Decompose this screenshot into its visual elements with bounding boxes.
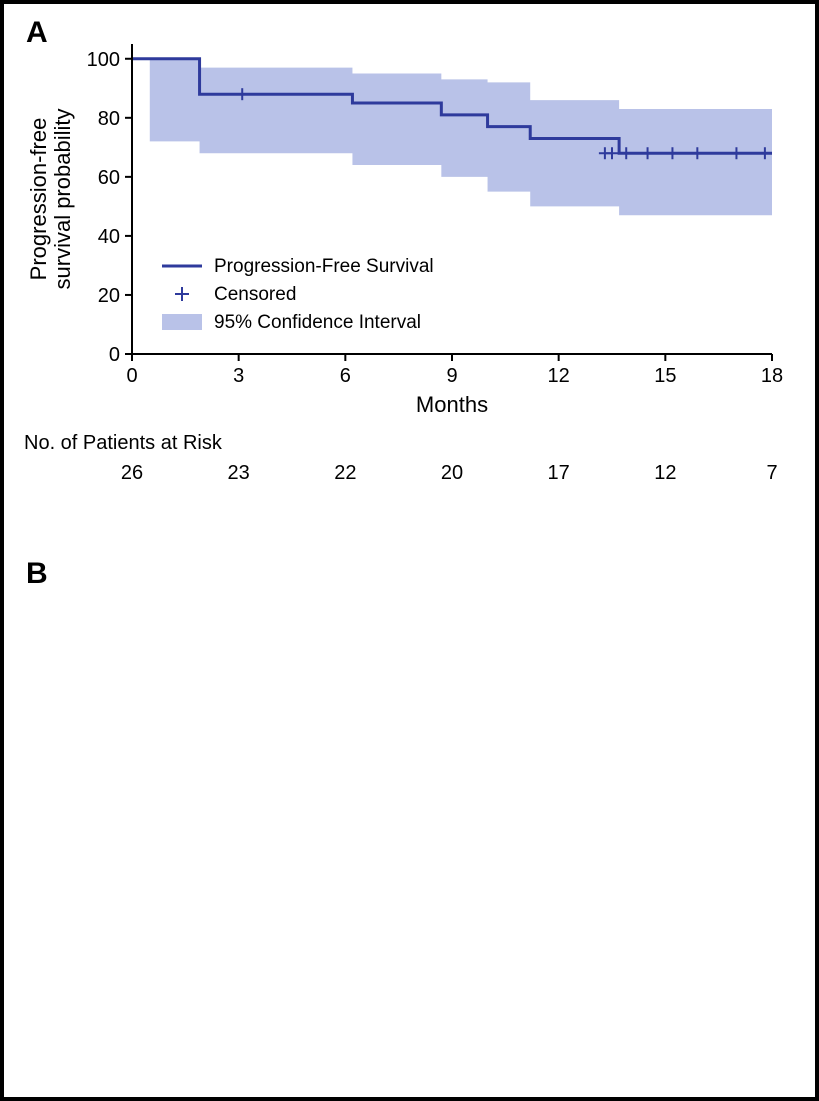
y-tick-label: 20 <box>98 285 120 307</box>
x-tick-label: 9 <box>446 365 457 387</box>
x-tick-label: 3 <box>233 365 244 387</box>
legend-label: Progression-Free Survival <box>214 256 434 277</box>
y-tick-label: 40 <box>98 226 120 248</box>
panel-a: A 0369121518020406080100MonthsProgressio… <box>4 4 815 554</box>
y-tick-label: 80 <box>98 108 120 130</box>
risk-value: 23 <box>228 462 250 484</box>
x-axis-title: Months <box>416 392 488 417</box>
risk-table-title: No. of Patients at Risk <box>24 432 223 454</box>
y-tick-label: 60 <box>98 167 120 189</box>
y-tick-label: 0 <box>109 344 120 366</box>
legend-label: Censored <box>214 284 296 305</box>
risk-value: 22 <box>334 462 356 484</box>
x-tick-label: 0 <box>126 365 137 387</box>
panel-b: B 0369121518020406080100MonthsOverall su… <box>4 549 815 1099</box>
x-tick-label: 15 <box>654 365 676 387</box>
legend-label: 95% Confidence Interval <box>214 312 421 333</box>
panel-a-plot: 0 3 6 9 12 15 18 0 20 40 60 80 100 Months Progression-… <box>4 4 815 554</box>
y-axis-title-line2: survival probability <box>50 109 75 290</box>
x-tick-label: 18 <box>761 365 783 387</box>
risk-value: 17 <box>548 462 570 484</box>
ci-band <box>132 59 772 215</box>
y-axis-title-line1: Progression-free <box>26 118 51 281</box>
risk-value: 20 <box>441 462 463 484</box>
risk-value: 12 <box>654 462 676 484</box>
risk-value: 7 <box>766 462 777 484</box>
figure-page: A 0369121518020406080100MonthsProgressio… <box>0 0 819 1101</box>
x-tick-label: 6 <box>340 365 351 387</box>
risk-value: 26 <box>121 462 143 484</box>
panel-b-plot: 0369121518020406080100MonthsOverall surv… <box>4 549 815 1097</box>
legend: Progression-Free Survival Censored 95% Con… <box>162 256 434 333</box>
x-tick-label: 12 <box>548 365 570 387</box>
y-tick-label: 100 <box>87 49 120 71</box>
